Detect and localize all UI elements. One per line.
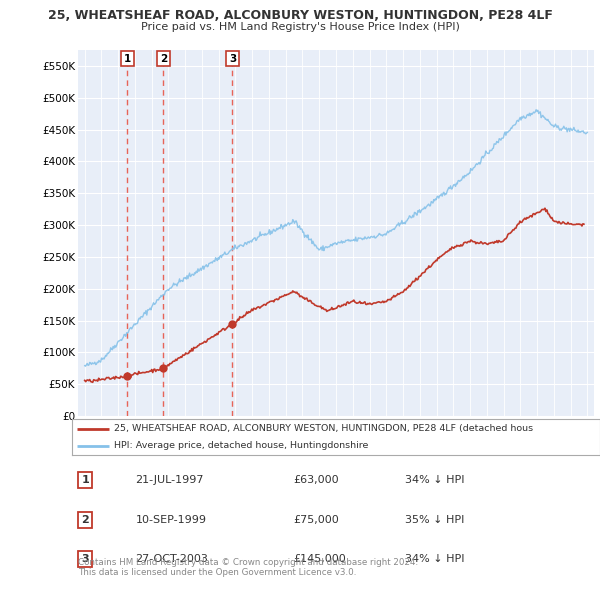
Text: £75,000: £75,000 xyxy=(294,515,340,525)
Text: 35% ↓ HPI: 35% ↓ HPI xyxy=(404,515,464,525)
Text: Contains HM Land Registry data © Crown copyright and database right 2024.
This d: Contains HM Land Registry data © Crown c… xyxy=(78,558,418,577)
Text: £145,000: £145,000 xyxy=(294,555,347,564)
Text: 25, WHEATSHEAF ROAD, ALCONBURY WESTON, HUNTINGDON, PE28 4LF (detached hous: 25, WHEATSHEAF ROAD, ALCONBURY WESTON, H… xyxy=(114,424,533,433)
Text: 27-OCT-2003: 27-OCT-2003 xyxy=(136,555,208,564)
Text: 1: 1 xyxy=(124,54,131,64)
Text: Price paid vs. HM Land Registry's House Price Index (HPI): Price paid vs. HM Land Registry's House … xyxy=(140,22,460,32)
Text: 2: 2 xyxy=(82,515,89,525)
Text: 2: 2 xyxy=(160,54,167,64)
Text: 3: 3 xyxy=(82,555,89,564)
Text: 10-SEP-1999: 10-SEP-1999 xyxy=(136,515,206,525)
Text: 3: 3 xyxy=(229,54,236,64)
Text: £63,000: £63,000 xyxy=(294,476,340,485)
Text: 34% ↓ HPI: 34% ↓ HPI xyxy=(404,555,464,564)
Text: 21-JUL-1997: 21-JUL-1997 xyxy=(136,476,204,485)
Text: HPI: Average price, detached house, Huntingdonshire: HPI: Average price, detached house, Hunt… xyxy=(114,441,368,450)
Text: 25, WHEATSHEAF ROAD, ALCONBURY WESTON, HUNTINGDON, PE28 4LF: 25, WHEATSHEAF ROAD, ALCONBURY WESTON, H… xyxy=(47,9,553,22)
Text: 1: 1 xyxy=(82,476,89,485)
Text: 34% ↓ HPI: 34% ↓ HPI xyxy=(404,476,464,485)
